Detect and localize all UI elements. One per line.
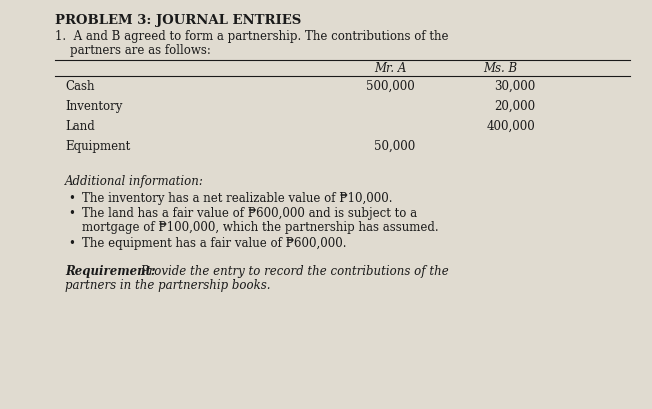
Text: •: • xyxy=(68,237,75,250)
Text: •: • xyxy=(68,192,75,205)
Text: 400,000: 400,000 xyxy=(486,120,535,133)
Text: Additional information:: Additional information: xyxy=(65,175,204,188)
Text: Equipment: Equipment xyxy=(65,140,130,153)
Text: The inventory has a net realizable value of ₱10,000.: The inventory has a net realizable value… xyxy=(82,192,393,205)
Text: Land: Land xyxy=(65,120,95,133)
Text: Cash: Cash xyxy=(65,80,95,93)
Text: partners are as follows:: partners are as follows: xyxy=(55,44,211,57)
Text: •: • xyxy=(68,207,75,220)
Text: The land has a fair value of ₱600,000 and is subject to a: The land has a fair value of ₱600,000 an… xyxy=(82,207,417,220)
Text: Requirement:: Requirement: xyxy=(65,265,155,278)
Text: 20,000: 20,000 xyxy=(494,100,535,113)
Text: Ms. B: Ms. B xyxy=(483,62,517,75)
Text: mortgage of ₱100,000, which the partnership has assumed.: mortgage of ₱100,000, which the partners… xyxy=(82,221,439,234)
Text: 1.  A and B agreed to form a partnership. The contributions of the: 1. A and B agreed to form a partnership.… xyxy=(55,30,449,43)
Text: Inventory: Inventory xyxy=(65,100,123,113)
Text: PROBLEM 3: JOURNAL ENTRIES: PROBLEM 3: JOURNAL ENTRIES xyxy=(55,14,301,27)
Text: Mr. A: Mr. A xyxy=(374,62,406,75)
Text: 50,000: 50,000 xyxy=(374,140,415,153)
Text: Provide the entry to record the contributions of the: Provide the entry to record the contribu… xyxy=(137,265,449,278)
Text: The equipment has a fair value of ₱600,000.: The equipment has a fair value of ₱600,0… xyxy=(82,237,346,250)
Text: 500,000: 500,000 xyxy=(366,80,415,93)
Text: 30,000: 30,000 xyxy=(494,80,535,93)
Text: partners in the partnership books.: partners in the partnership books. xyxy=(65,279,271,292)
